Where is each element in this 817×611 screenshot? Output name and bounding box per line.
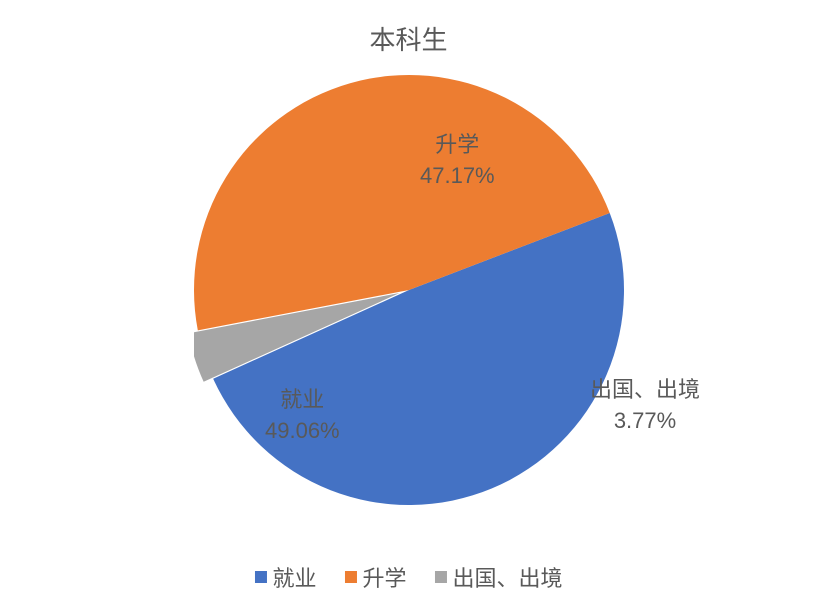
slice-label-name: 升学 <box>420 130 495 161</box>
slice-label-percent: 3.77% <box>590 406 700 437</box>
slice-label-name: 就业 <box>265 385 340 416</box>
legend-swatch <box>435 571 447 583</box>
pie-svg <box>194 75 624 505</box>
slice-label: 出国、出境3.77% <box>590 375 700 437</box>
legend-label: 出国、出境 <box>453 561 563 593</box>
slice-label-name: 出国、出境 <box>590 375 700 406</box>
legend-label: 就业 <box>272 561 316 593</box>
legend-item: 升学 <box>344 561 406 593</box>
slice-label-percent: 47.17% <box>420 161 495 192</box>
slice-label: 升学47.17% <box>420 130 495 192</box>
legend-label: 升学 <box>362 561 406 593</box>
slice-label: 就业49.06% <box>265 385 340 447</box>
legend: 就业 升学 出国、出境 <box>254 561 562 593</box>
pie-chart-container: 本科生 就业49.06%出国、出境3.77%升学47.17% 就业升学出国、出境 <box>0 0 817 611</box>
slice-label-percent: 49.06% <box>265 416 340 447</box>
chart-title: 本科生 <box>369 20 447 57</box>
legend-swatch <box>344 571 356 583</box>
legend-swatch <box>254 571 266 583</box>
legend-item: 出国、出境 <box>435 561 563 593</box>
legend-item: 就业 <box>254 561 316 593</box>
pie-wrapper <box>194 75 624 505</box>
